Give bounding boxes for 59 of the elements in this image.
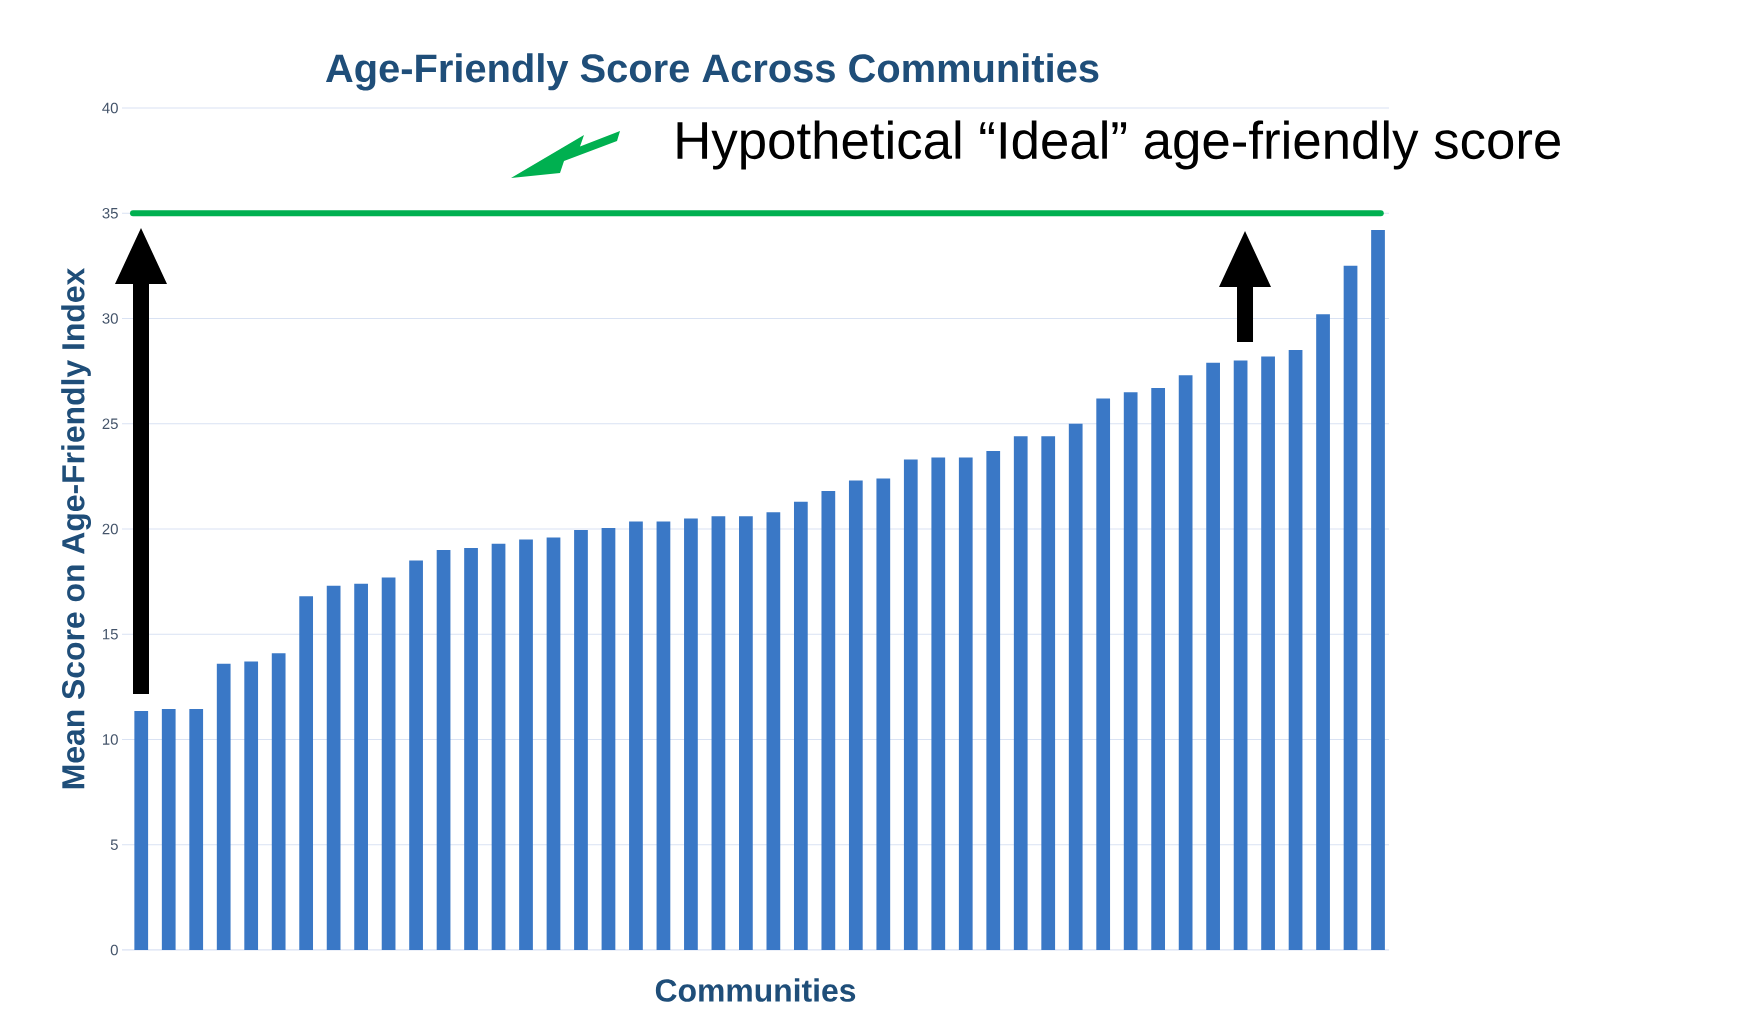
x-axis-title: Communities [655, 978, 856, 1002]
y-tick-label: 20 [102, 523, 118, 535]
bar [546, 537, 561, 950]
bar [739, 516, 753, 950]
bar [409, 560, 423, 950]
bar [1316, 314, 1330, 950]
bar [766, 512, 781, 950]
bar [1123, 392, 1138, 950]
bar [1013, 436, 1028, 950]
y-tick-label: 35 [102, 207, 118, 219]
bar [271, 653, 286, 950]
bar [656, 521, 671, 950]
bar [381, 577, 396, 950]
bar [1178, 375, 1193, 950]
chart-title: Age-Friendly Score Across Communities [325, 53, 1099, 91]
bar [601, 527, 616, 950]
bar [326, 585, 341, 950]
bar [574, 530, 588, 950]
bar [519, 539, 533, 950]
bar [1206, 362, 1220, 950]
bar [821, 491, 836, 950]
bar [1261, 356, 1275, 950]
bar [876, 478, 891, 950]
bar [986, 451, 1001, 950]
bar [436, 550, 451, 950]
y-tick-label: 40 [102, 102, 118, 114]
bar [629, 521, 643, 950]
bar [1371, 230, 1385, 950]
bar [958, 457, 973, 950]
bar [1096, 398, 1111, 950]
bar [161, 708, 176, 950]
bar [299, 596, 314, 950]
bar [684, 518, 698, 950]
bar [1288, 350, 1303, 950]
y-tick-label: 10 [103, 734, 118, 745]
bar [1068, 423, 1083, 950]
bar [1151, 387, 1166, 950]
bar [1233, 360, 1248, 950]
y-tick-label: 25 [102, 418, 118, 430]
bar [216, 663, 231, 950]
bar [711, 516, 726, 950]
bar [189, 708, 204, 950]
bar [903, 459, 918, 950]
y-tick-label: 30 [102, 313, 118, 324]
bar [354, 583, 368, 950]
bar [793, 501, 808, 950]
y-tick-label: 15 [103, 629, 118, 640]
bar [848, 480, 863, 950]
y-tick-label: 5 [110, 839, 118, 850]
legend-label: Hypothetical “Ideal” age-friendly score [677, 120, 1560, 170]
bar [464, 547, 478, 950]
y-tick-label: 0 [110, 944, 118, 956]
bar [1343, 265, 1358, 950]
bar [244, 661, 259, 950]
bar [134, 711, 149, 950]
bar [491, 543, 506, 950]
y-axis-title: Mean Score on Age-Friendly Index [61, 267, 92, 789]
bar [1041, 436, 1056, 950]
bar [931, 457, 946, 950]
